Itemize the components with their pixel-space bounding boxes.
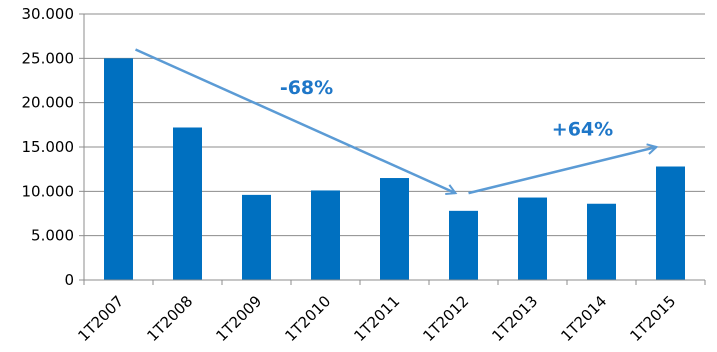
y-tick-labels: 0 5.000 10.000 15.000 20.000 25.000 30.000 xyxy=(22,5,75,289)
trend-arrows xyxy=(134,48,657,195)
bar xyxy=(104,58,133,281)
x-tick-label: 1T2010 xyxy=(281,292,334,345)
bar xyxy=(242,194,271,280)
y-tick-label: 20.000 xyxy=(22,94,75,112)
y-tick-label: 15.000 xyxy=(22,138,75,156)
x-tick-label: 1T2007 xyxy=(74,292,127,345)
x-tick-labels: 1T2007 1T2008 1T2009 1T2010 1T2011 1T2012 1T20… xyxy=(74,292,679,345)
y-tick-label: 30.000 xyxy=(22,5,75,23)
x-tick-label: 1T2009 xyxy=(212,292,265,345)
x-tick-label: 1T2012 xyxy=(419,292,472,345)
trend-arrow xyxy=(134,48,456,193)
y-tick-label: 0 xyxy=(64,271,74,289)
x-tick-label: 1T2013 xyxy=(488,292,541,345)
x-tick-label: 1T2008 xyxy=(143,292,196,345)
annotations: -68% +64% xyxy=(280,77,613,141)
x-tick-label: 1T2015 xyxy=(626,292,679,345)
bar xyxy=(518,197,547,280)
bar xyxy=(656,166,685,280)
annotation-label: -68% xyxy=(280,77,333,99)
bar xyxy=(587,203,616,280)
bar xyxy=(311,190,340,280)
axes xyxy=(79,13,706,285)
y-tick-label: 5.000 xyxy=(31,227,74,245)
trend-arrow xyxy=(468,147,657,195)
bar xyxy=(173,127,202,280)
annotation-label: +64% xyxy=(552,118,613,140)
y-tick-label: 10.000 xyxy=(22,182,75,200)
x-tick-label: 1T2014 xyxy=(557,292,610,345)
bar xyxy=(449,210,478,280)
bar xyxy=(380,178,409,280)
y-tick-label: 25.000 xyxy=(22,49,75,67)
bars xyxy=(104,58,685,281)
x-tick-label: 1T2011 xyxy=(350,292,403,345)
